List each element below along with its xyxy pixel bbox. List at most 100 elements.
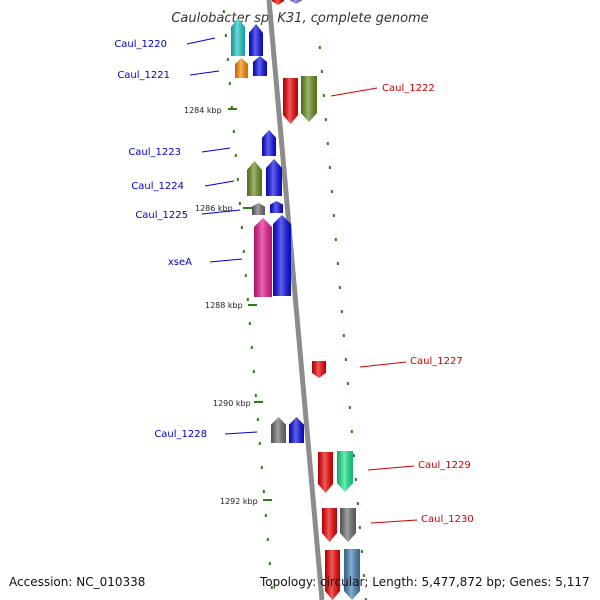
gene-arrow[interactable]: [289, 417, 304, 443]
tick-dot: [338, 286, 341, 289]
leader-line: [367, 465, 415, 471]
tick-dot: [230, 106, 233, 109]
tick-dot: [256, 418, 259, 421]
gene-label[interactable]: Caul_1224: [131, 181, 184, 192]
tick-dot: [326, 142, 329, 145]
major-tick: [254, 401, 263, 403]
gene-label[interactable]: xseA: [168, 257, 192, 268]
major-tick: [243, 207, 252, 209]
gene-label[interactable]: Caul_1221: [117, 70, 170, 81]
gene-arrow[interactable]: [249, 24, 263, 56]
gene-label[interactable]: Caul_1220: [114, 39, 167, 50]
gene-label[interactable]: Caul_1222: [382, 83, 435, 94]
tick-dot: [328, 166, 331, 169]
gene-arrow[interactable]: [262, 130, 276, 156]
tick-dot: [330, 190, 333, 193]
tick-dot: [350, 430, 353, 433]
tick-dot: [244, 274, 247, 277]
tick-dot: [354, 478, 357, 481]
tick-dot: [236, 178, 239, 181]
gene-arrow[interactable]: [271, 417, 286, 443]
tick-dot: [228, 82, 231, 85]
gene-arrow[interactable]: [312, 361, 326, 378]
tick-dot: [224, 34, 227, 37]
major-tick: [248, 304, 257, 306]
tick-dot: [260, 466, 263, 469]
gene-arrow[interactable]: [290, 0, 302, 4]
leader-line: [201, 209, 241, 215]
gene-arrow[interactable]: [247, 161, 262, 196]
gene-arrow[interactable]: [272, 0, 284, 5]
leader-line: [330, 87, 378, 97]
tick-dot: [226, 58, 229, 61]
tick-label: 1292 kbp: [220, 497, 258, 506]
tick-dot: [258, 442, 261, 445]
tick-dot: [270, 586, 273, 589]
tick-dot: [362, 574, 365, 577]
tick-dot: [360, 550, 363, 553]
leader-line: [204, 180, 235, 187]
tick-dot: [336, 262, 339, 265]
tick-dot: [324, 118, 327, 121]
tick-dot: [248, 322, 251, 325]
leader-line: [224, 431, 258, 435]
gene-arrow[interactable]: [337, 451, 353, 492]
tick-label: 1288 kbp: [205, 301, 243, 310]
tick-dot: [240, 226, 243, 229]
tick-dot: [250, 346, 253, 349]
gene-label[interactable]: Caul_1225: [135, 210, 188, 221]
gene-arrow[interactable]: [235, 58, 248, 78]
tick-dot: [262, 490, 265, 493]
gene-arrow[interactable]: [253, 56, 267, 76]
gene-arrow[interactable]: [340, 508, 356, 542]
gene-arrow[interactable]: [325, 550, 340, 600]
tick-dot: [242, 250, 245, 253]
gene-arrow[interactable]: [301, 76, 317, 122]
gene-label[interactable]: Caul_1228: [154, 429, 207, 440]
tick-dot: [322, 94, 325, 97]
gene-label[interactable]: Caul_1223: [128, 147, 181, 158]
map-title: Caulobacter sp. K31, complete genome: [171, 11, 428, 26]
tick-dot: [332, 214, 335, 217]
gene-arrow[interactable]: [318, 452, 333, 493]
major-tick: [228, 108, 237, 110]
leader-line: [201, 147, 231, 153]
leader-line: [370, 519, 418, 524]
gene-label[interactable]: Caul_1229: [418, 460, 471, 471]
gene-arrow[interactable]: [283, 78, 298, 124]
tick-labels: 1284 kbp 1286 kbp 1288 kbp 1290 kbp 1292 kbp: [184, 106, 258, 506]
tick-dot: [266, 538, 269, 541]
tick-dot: [342, 334, 345, 337]
tick-dot: [358, 526, 361, 529]
tick-dot: [254, 394, 257, 397]
tick-label: 1290 kbp: [213, 399, 251, 408]
tick-dot: [348, 406, 351, 409]
gene-arrow[interactable]: [254, 218, 272, 297]
gene-arrow[interactable]: [231, 18, 245, 56]
tick-dot: [356, 502, 359, 505]
tick-dot: [316, 22, 319, 25]
leader-line: [189, 70, 220, 76]
major-tick: [263, 499, 272, 501]
gene-arrow[interactable]: [266, 159, 282, 196]
accession-text: Accession: NC_010338: [9, 575, 146, 589]
gene-label[interactable]: Caul_1227: [410, 356, 463, 367]
tick-dot: [238, 202, 241, 205]
tick-marks: [222, 10, 367, 600]
gene-arrow[interactable]: [273, 215, 291, 296]
tick-dot: [352, 454, 355, 457]
tick-dot: [246, 298, 249, 301]
genome-backbone: [266, 0, 325, 600]
tick-dot: [252, 370, 255, 373]
tick-dot: [364, 598, 367, 600]
gene-arrow[interactable]: [270, 201, 283, 213]
gene-label[interactable]: Caul_1230: [421, 514, 474, 525]
tick-dot: [268, 562, 271, 565]
gene-arrow[interactable]: [344, 549, 360, 600]
gene-arrow[interactable]: [252, 203, 265, 215]
tick-dot: [222, 10, 225, 13]
gene-arrow[interactable]: [322, 508, 337, 542]
tick-label: 1286 kbp: [195, 204, 233, 213]
tick-dot: [344, 358, 347, 361]
